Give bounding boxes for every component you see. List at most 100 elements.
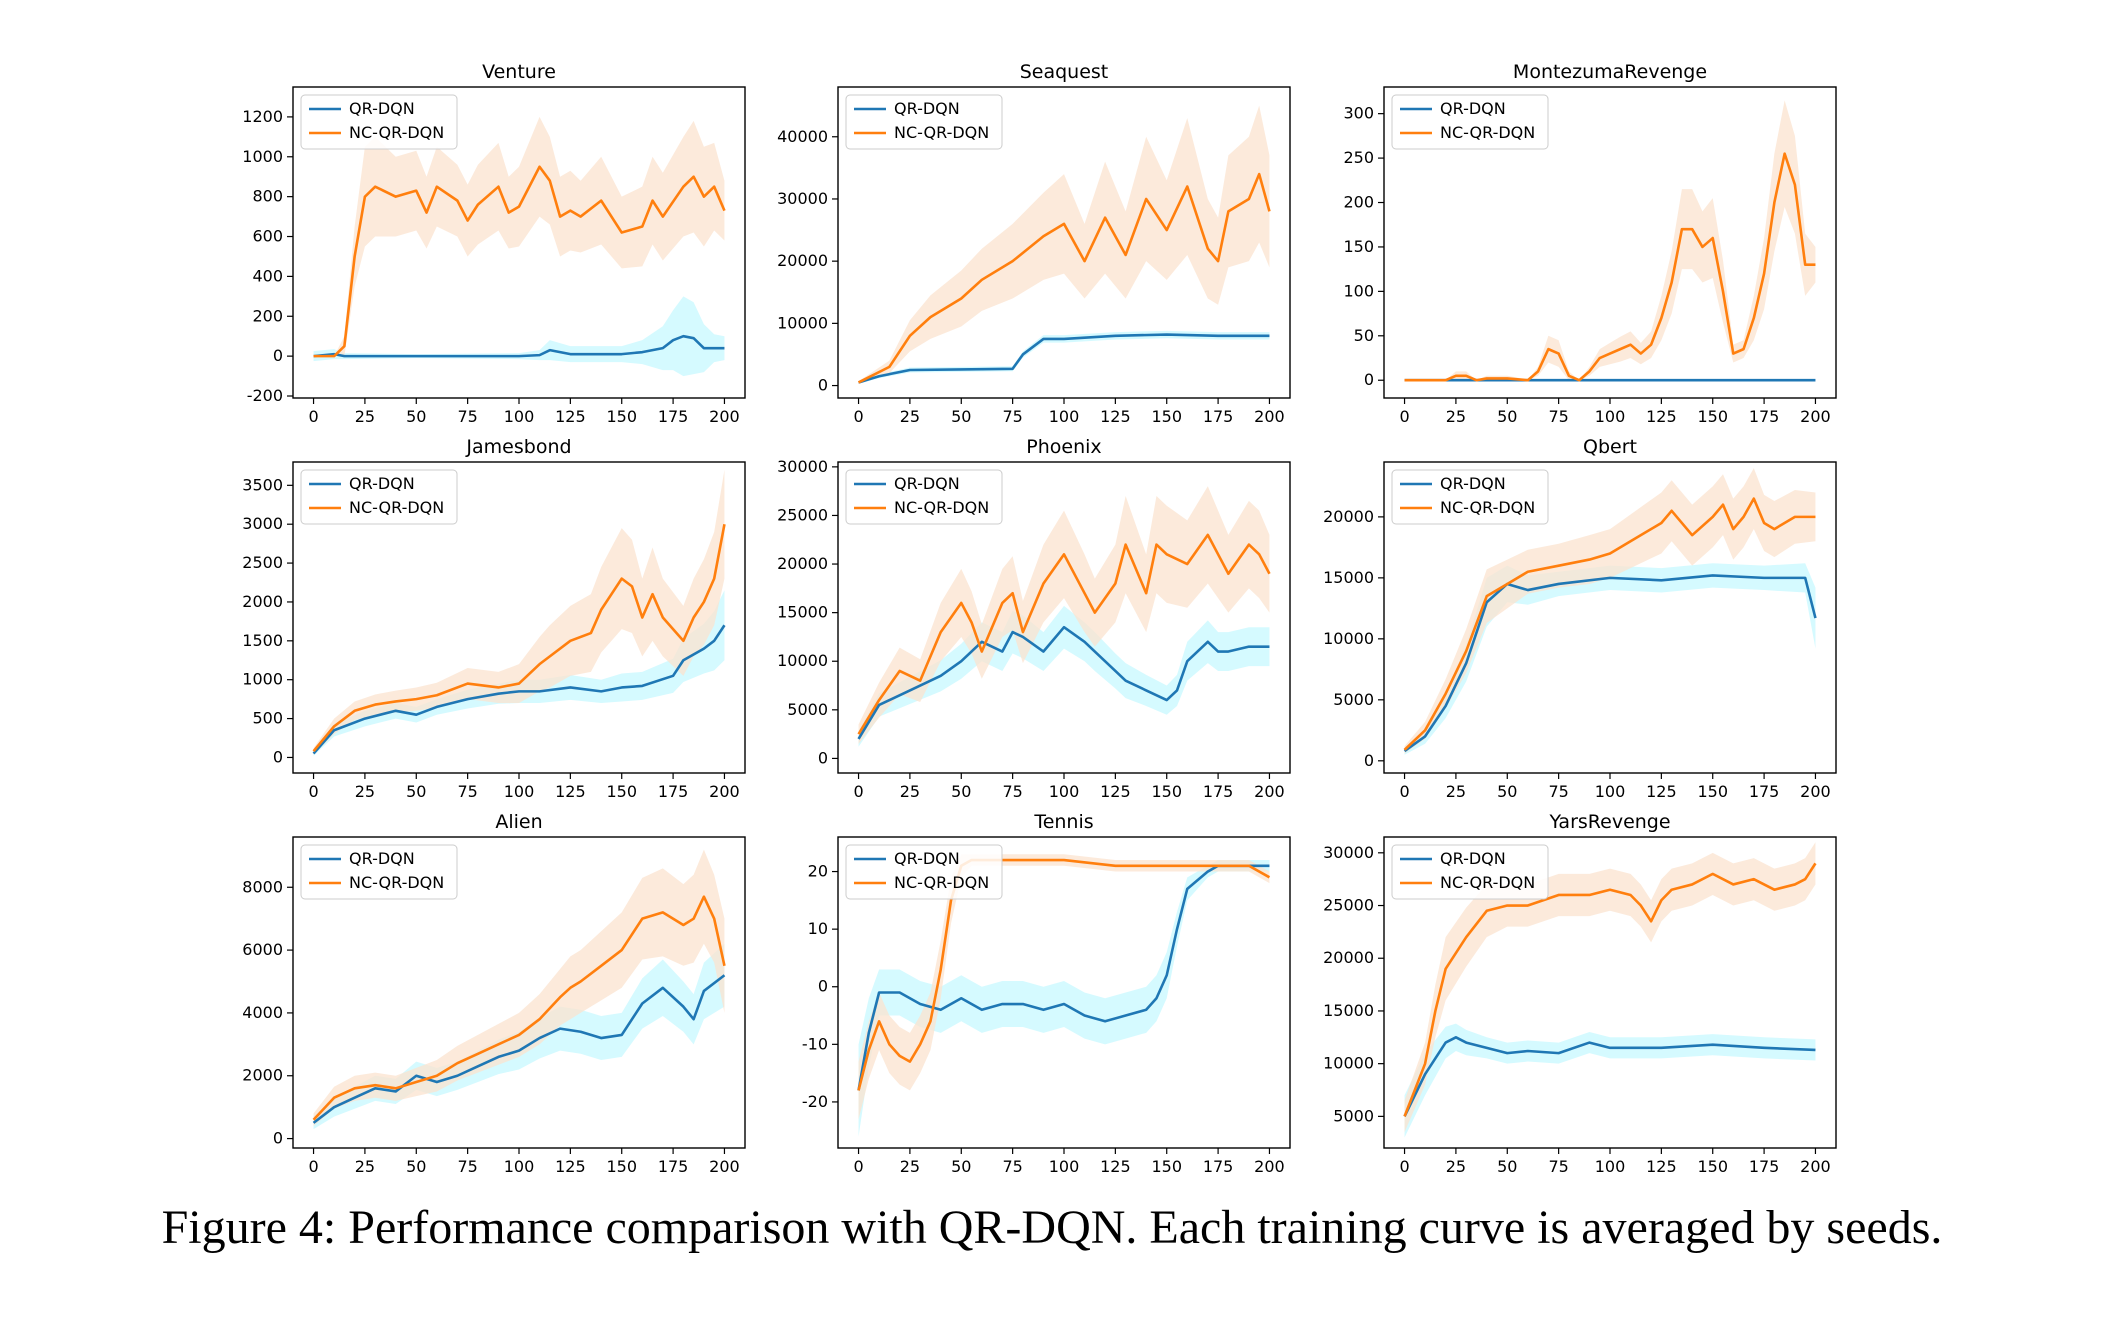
- x-tick-label: 125: [1646, 407, 1677, 426]
- y-tick-label: 100: [1343, 281, 1374, 300]
- y-tick-label: 20000: [777, 554, 828, 573]
- y-tick-label: 3000: [242, 514, 283, 533]
- x-tick-label: 125: [1100, 1157, 1131, 1176]
- x-tick-label: 200: [709, 407, 740, 426]
- plot-area: [312, 469, 726, 756]
- panel-title: Tennis: [1033, 811, 1093, 833]
- x-tick-label: 0: [853, 1157, 863, 1176]
- y-tick-label: 30000: [777, 457, 828, 476]
- legend-label: NC-QR-DQN: [1440, 498, 1535, 517]
- x-tick-label: 175: [1749, 407, 1780, 426]
- figure-caption: Figure 4: Performance comparison with QR…: [161, 1201, 1943, 1254]
- panel-title: Phoenix: [1026, 436, 1101, 458]
- x-tick-label: 125: [555, 407, 586, 426]
- y-tick-label: 10000: [777, 313, 828, 332]
- x-tick-label: 25: [355, 1157, 375, 1176]
- legend-label: QR-DQN: [349, 849, 415, 868]
- series-line-nc-qr-dqn: [1404, 152, 1816, 382]
- x-tick-label: 75: [1548, 782, 1568, 801]
- x-tick-label: 25: [900, 1157, 920, 1176]
- band-nc-qr-dqn: [1404, 842, 1816, 1133]
- x-tick-label: 75: [457, 782, 477, 801]
- x-tick-label: 150: [1151, 1157, 1182, 1176]
- x-tick-label: 175: [1749, 1157, 1780, 1176]
- y-tick-label: 1200: [242, 107, 283, 126]
- band-nc-qr-dqn: [858, 486, 1270, 744]
- x-tick-label: 75: [1002, 1157, 1022, 1176]
- y-tick-label: 0: [818, 748, 828, 767]
- legend: QR-DQN NC-QR-DQN: [845, 469, 1003, 525]
- y-tick-label: 500: [252, 709, 283, 728]
- x-tick-label: 0: [1399, 1157, 1409, 1176]
- y-tick-label: -10: [802, 1034, 828, 1053]
- legend-label: QR-DQN: [894, 99, 960, 118]
- x-tick-label: 75: [1002, 407, 1022, 426]
- y-tick-label: 200: [252, 306, 283, 325]
- y-tick-label: 250: [1343, 148, 1374, 167]
- x-tick-label: 200: [1800, 1157, 1831, 1176]
- x-tick-label: 25: [1446, 407, 1466, 426]
- y-tick-label: 15000: [1323, 568, 1374, 587]
- y-tick-label: 2500: [242, 553, 283, 572]
- figure-grid: 0 25 50 75 100 125 150 175 200-20002004006008001…: [242, 61, 1837, 1176]
- plot-area: [857, 105, 1271, 384]
- x-tick-label: 100: [1049, 1157, 1080, 1176]
- series-line-qr-dqn: [313, 334, 725, 358]
- x-tick-label: 75: [1548, 407, 1568, 426]
- y-tick-label: 2000: [242, 1066, 283, 1085]
- x-tick-label: 50: [406, 407, 426, 426]
- x-tick-label: 200: [1254, 407, 1285, 426]
- panel-title: Qbert: [1583, 436, 1637, 458]
- legend: QR-DQN NC-QR-DQN: [1391, 469, 1549, 525]
- y-tick-label: 30000: [777, 189, 828, 208]
- y-tick-label: 20000: [777, 251, 828, 270]
- series-line-nc-qr-dqn: [312, 895, 726, 1121]
- y-tick-label: 20000: [1323, 948, 1374, 967]
- legend: QR-DQN NC-QR-DQN: [300, 469, 458, 525]
- x-tick-label: 100: [504, 407, 535, 426]
- x-tick-label: 150: [1697, 1157, 1728, 1176]
- y-tick-label: 10: [808, 919, 828, 938]
- y-tick-label: 8000: [242, 877, 283, 896]
- y-tick-label: -20: [802, 1092, 828, 1111]
- y-tick-label: 4000: [242, 1003, 283, 1022]
- x-tick-label: 75: [1548, 1157, 1568, 1176]
- y-tick-label: 800: [252, 187, 283, 206]
- band-nc-qr-dqn: [1404, 468, 1816, 754]
- legend-label: QR-DQN: [349, 99, 415, 118]
- y-tick-label: 1000: [242, 147, 283, 166]
- x-tick-label: 0: [853, 407, 863, 426]
- legend-label: NC-QR-DQN: [349, 873, 444, 892]
- series-line-nc-qr-dqn: [313, 165, 726, 358]
- y-tick-label: 5000: [787, 700, 828, 719]
- x-tick-label: 200: [1800, 407, 1831, 426]
- y-tick-label: 0: [1364, 751, 1374, 770]
- y-tick-label: 400: [252, 266, 283, 285]
- legend-label: NC-QR-DQN: [1440, 873, 1535, 892]
- band-qr-dqn: [858, 605, 1270, 747]
- series-line-qr-dqn: [312, 974, 726, 1124]
- legend-label: NC-QR-DQN: [894, 498, 989, 517]
- plot-area: [1403, 468, 1817, 755]
- y-tick-label: 200: [1343, 193, 1374, 212]
- x-tick-label: 100: [504, 782, 535, 801]
- legend-label: QR-DQN: [1440, 99, 1506, 118]
- band-nc-qr-dqn: [313, 469, 725, 755]
- legend-label: QR-DQN: [1440, 849, 1506, 868]
- plot-area: [1403, 842, 1817, 1138]
- x-tick-label: 0: [1399, 407, 1409, 426]
- x-tick-label: 25: [1446, 1157, 1466, 1176]
- panel-tennis: 0 25 50 75 100 125 150 175 200 -20 -10 0 10 20 Tennis Q…: [802, 811, 1291, 1176]
- y-tick-label: 10000: [777, 651, 828, 670]
- legend-label: NC-QR-DQN: [349, 123, 444, 142]
- x-tick-label: 200: [1800, 782, 1831, 801]
- y-tick-label: 0: [818, 977, 828, 996]
- x-tick-label: 150: [1151, 407, 1182, 426]
- y-tick-label: 2000: [242, 592, 283, 611]
- x-tick-label: 175: [1203, 407, 1234, 426]
- x-tick-label: 75: [457, 1157, 477, 1176]
- panel-yarsrevenge: 0 25 50 75 100 125 150 175 200 5000 10000 15000 2000…: [1323, 811, 1837, 1176]
- panel-montezumarevenge: 0 25 50 75 100 125 150 175 200 0 50 100 150 200 250 300…: [1343, 61, 1837, 426]
- x-tick-label: 25: [900, 782, 920, 801]
- y-tick-label: 25000: [777, 505, 828, 524]
